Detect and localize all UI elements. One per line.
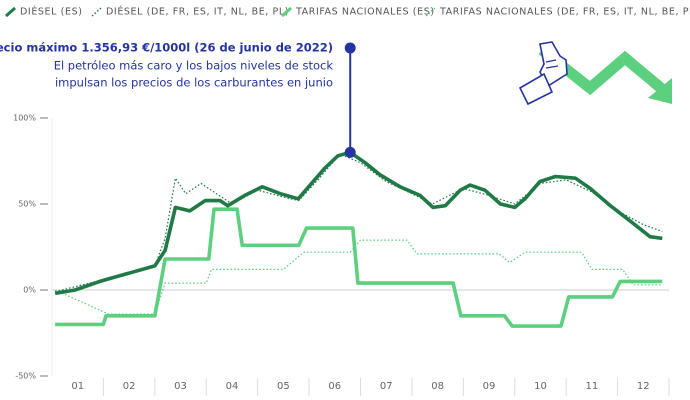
x-tick-label: 02 [123,381,136,392]
icon [518,41,672,106]
legend-label: DIÉSEL (DE, FR, ES, IT, NL, BE, PL) [106,6,289,18]
legend-label: TARIFAS NACIONALES (ES) [295,7,435,18]
x-tick-label: 07 [380,381,393,392]
x-tick-label: 10 [534,381,547,392]
line [55,207,663,328]
peak-point [344,146,356,158]
legend-label: TARIFAS NACIONALES (DE, FR, ES, IT, NL, … [439,7,690,18]
x-tick-label: 12 [637,381,650,392]
y-tick-label: 0% [23,286,36,295]
line [54,150,663,296]
x-tick-label: 04 [226,381,239,392]
annotation-dot [344,42,356,54]
line [54,239,663,315]
line [54,153,663,293]
x-tick-label: 05 [277,381,290,392]
x-tick-label: 08 [431,381,444,392]
x-tick-label: 06 [328,381,341,392]
legend-swatch [91,7,102,17]
annotation-text: impulsan los precios de los carburantes … [55,76,333,90]
x-tick-label: 01 [71,381,84,392]
x-tick-label: 09 [483,381,496,392]
legend-swatch [5,6,16,18]
legend-label: DIÉSEL (ES) [20,6,83,18]
x-tick-label: 03 [174,381,187,392]
annotation-text: El petróleo más caro y los bajos niveles… [54,59,334,73]
annotation-title: Precio máximo 1.356,93 €/1000l (26 de ju… [0,41,333,55]
legend-swatch [281,6,292,18]
y-tick-label: 100% [13,114,36,123]
x-tick-label: 11 [586,381,599,392]
y-tick-label: 50% [18,200,36,209]
y-tick-label: -50% [15,372,36,381]
